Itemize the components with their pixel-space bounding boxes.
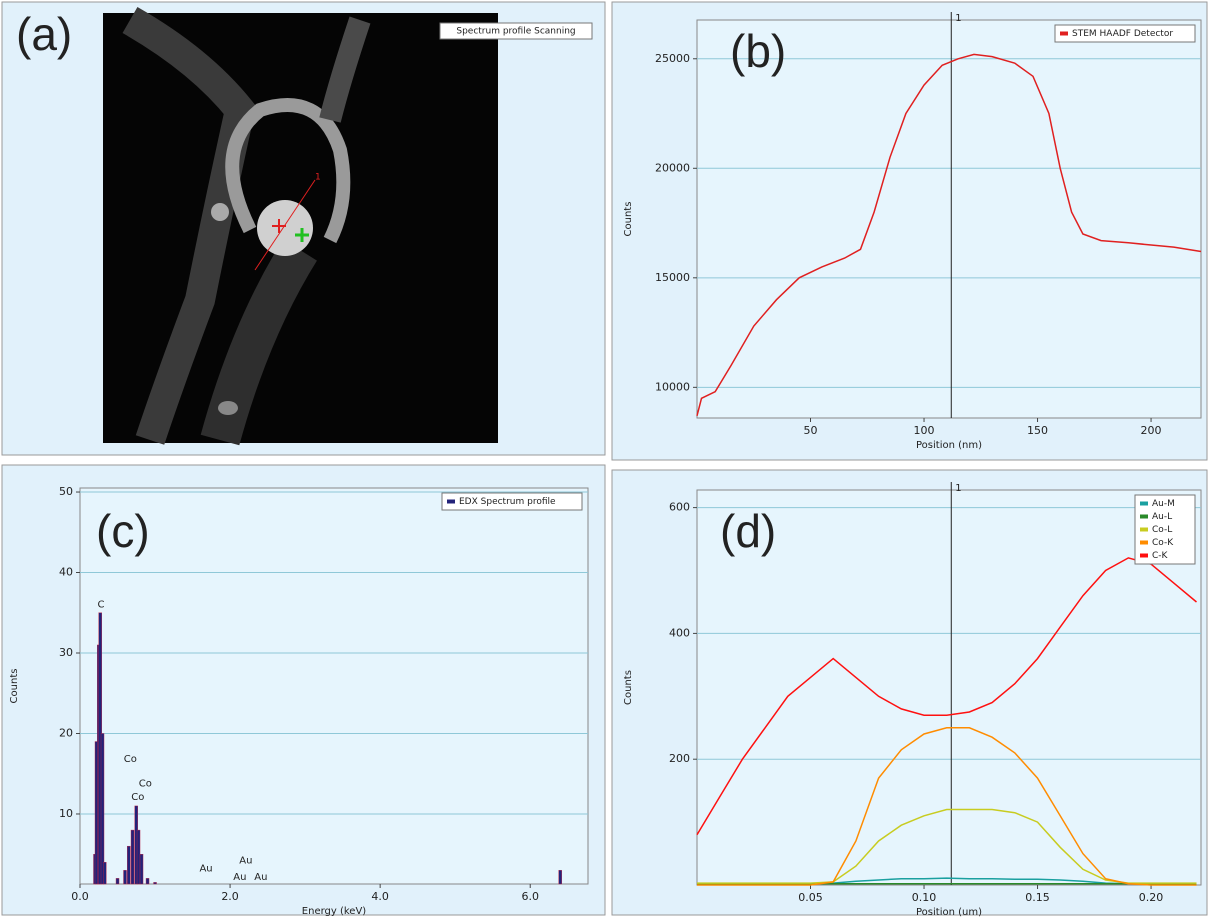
bar <box>558 870 562 885</box>
x-axis-label: Position (nm) <box>916 440 982 451</box>
legend-swatch <box>1140 527 1148 532</box>
y-tick-label: 25000 <box>655 52 690 65</box>
legend-box <box>1054 24 1196 43</box>
legend-swatch <box>1140 540 1148 545</box>
panel-label: (a) <box>16 8 72 60</box>
scan-marker: 1 <box>315 173 321 183</box>
cursor-marker <box>272 219 286 233</box>
bar <box>139 854 144 885</box>
cursor-label: 1 <box>955 483 961 494</box>
legend-label: Co-K <box>1152 538 1174 548</box>
particle <box>211 203 229 221</box>
peak-label: Au <box>254 872 267 883</box>
bar <box>123 870 127 885</box>
x-tick-label: 50 <box>804 424 818 437</box>
x-tick-label: 200 <box>1141 424 1162 437</box>
legend-swatch <box>1140 553 1148 558</box>
legend-swatch <box>447 499 455 504</box>
legend-box <box>439 22 593 40</box>
y-axis-label: Counts <box>623 202 634 237</box>
line <box>696 557 1197 836</box>
legend-label: C-K <box>1152 551 1169 561</box>
x-tick-label: 2.0 <box>221 890 239 903</box>
legend-label: Spectrum profile Scanning <box>456 27 575 37</box>
line <box>697 727 1197 886</box>
peak-label: Co <box>124 754 137 765</box>
x-axis-label: Energy (keV) <box>302 906 367 917</box>
x-tick-label: 0.10 <box>912 891 937 904</box>
peak-label: C <box>98 600 105 611</box>
legend-label: Au-L <box>1152 512 1172 522</box>
x-axis-label: Position (um) <box>916 907 982 917</box>
y-tick-label: 30 <box>59 646 73 659</box>
cursor-marker <box>295 228 309 242</box>
peak-label: Au <box>199 864 212 875</box>
y-tick-label: 15000 <box>655 271 690 284</box>
legend-label: Co-L <box>1152 525 1172 535</box>
y-tick-label: 10 <box>59 807 73 820</box>
y-axis-label: Counts <box>623 670 634 705</box>
y-tick-label: 10000 <box>655 380 690 393</box>
x-tick-label: 0.20 <box>1139 891 1164 904</box>
y-tick-label: 200 <box>669 752 690 765</box>
bar <box>100 733 105 885</box>
plot-area <box>79 487 589 885</box>
legend-swatch <box>1060 31 1068 36</box>
bar <box>103 862 107 885</box>
bar <box>130 829 135 885</box>
peak-label: Au <box>239 856 252 867</box>
cursor-label: 1 <box>955 13 961 24</box>
plot-area <box>696 489 1202 886</box>
x-tick-label: 0.0 <box>71 890 89 903</box>
x-tick-label: 0.15 <box>1025 891 1050 904</box>
tube <box>225 98 351 244</box>
x-tick-label: 4.0 <box>371 890 389 903</box>
legend-label: Au-M <box>1152 499 1175 509</box>
legend-box <box>441 492 583 511</box>
legend-label: STEM HAADF Detector <box>1072 29 1173 39</box>
y-tick-label: 40 <box>59 566 73 579</box>
legend-swatch <box>1140 514 1148 519</box>
x-tick-label: 0.05 <box>798 891 823 904</box>
bar <box>153 882 157 885</box>
x-tick-label: 6.0 <box>521 890 539 903</box>
y-tick-label: 20000 <box>655 161 690 174</box>
bar <box>136 829 141 885</box>
bar <box>127 845 131 885</box>
line <box>696 53 1202 416</box>
tube <box>319 16 371 123</box>
panel-label: (b) <box>730 25 786 77</box>
peak-label: Co <box>131 792 144 803</box>
plot-area <box>696 19 1202 419</box>
peak-label: Co <box>139 778 152 789</box>
y-tick-label: 400 <box>669 626 690 639</box>
x-tick-label: 150 <box>1027 424 1048 437</box>
x-tick-label: 100 <box>914 424 935 437</box>
peak-label: Au <box>233 872 246 883</box>
particle <box>218 401 238 415</box>
haadf-image: 1 <box>103 6 498 446</box>
bar <box>145 878 150 885</box>
panel-label: (c) <box>96 505 150 557</box>
bar <box>115 878 120 885</box>
legend-swatch <box>1140 501 1148 506</box>
y-tick-label: 50 <box>59 485 73 498</box>
particle <box>257 200 313 256</box>
y-axis-label: Counts <box>9 669 20 704</box>
y-tick-label: 20 <box>59 726 73 739</box>
panel-label: (d) <box>720 505 776 557</box>
y-tick-label: 600 <box>669 501 690 514</box>
legend-label: EDX Spectrum profile <box>459 497 556 507</box>
